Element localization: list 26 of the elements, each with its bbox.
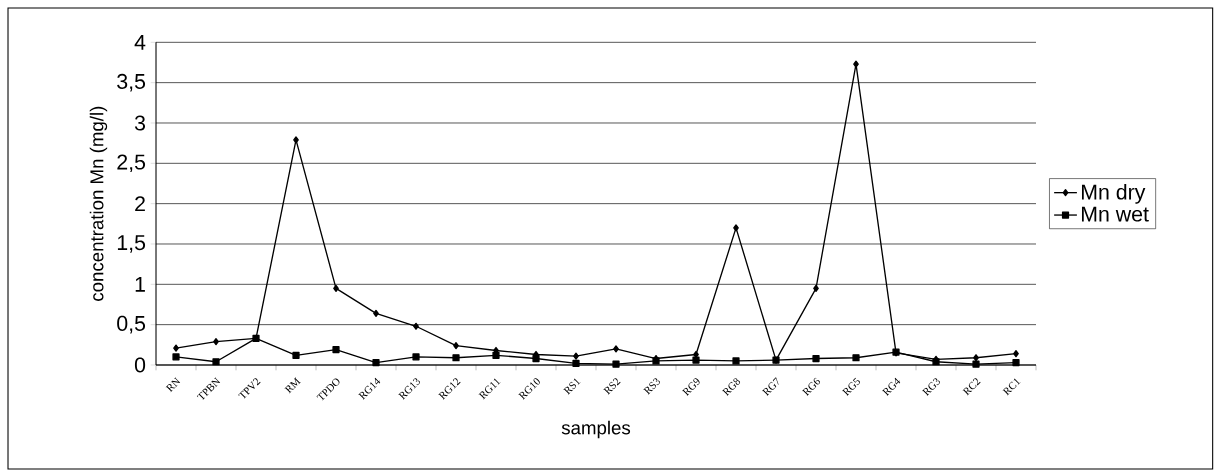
y-tick-label: 3 <box>134 115 146 131</box>
legend-label: Mn wet <box>1081 206 1149 222</box>
legend-label: Mn dry <box>1081 183 1146 204</box>
y-tick-label: 2 <box>135 196 145 212</box>
x-tick-label: RG4 <box>882 377 901 396</box>
x-tick-label: RS1 <box>563 378 581 395</box>
y-axis-title: concentration Mn (mg/l) <box>89 106 108 301</box>
x-tick-label: RG5 <box>842 377 860 396</box>
x-tick-label: RG3 <box>922 378 940 396</box>
x-tick-label: RS2 <box>603 378 621 395</box>
x-axis-title: samples <box>561 420 631 439</box>
x-tick-label: RN <box>165 377 181 393</box>
x-tick-label: RG9 <box>682 378 700 396</box>
x-tick-label: RM <box>284 377 301 394</box>
y-tick-label: 0 <box>134 357 146 373</box>
y-tick-label: 3,5 <box>117 73 146 92</box>
x-tick-label: RC1 <box>1002 378 1021 396</box>
y-tick-label: 1 <box>135 276 145 292</box>
x-tick-label: RS3 <box>643 378 660 395</box>
x-tick-label: RG6 <box>802 377 821 396</box>
y-tick-label: 1,5 <box>117 235 146 253</box>
y-tick-label: 4 <box>134 34 146 50</box>
x-tick-label: RG8 <box>722 378 741 396</box>
x-tick-label: RC2 <box>962 378 981 396</box>
y-tick-label: 0,5 <box>117 315 146 334</box>
y-tick-label: 2,5 <box>117 154 146 173</box>
